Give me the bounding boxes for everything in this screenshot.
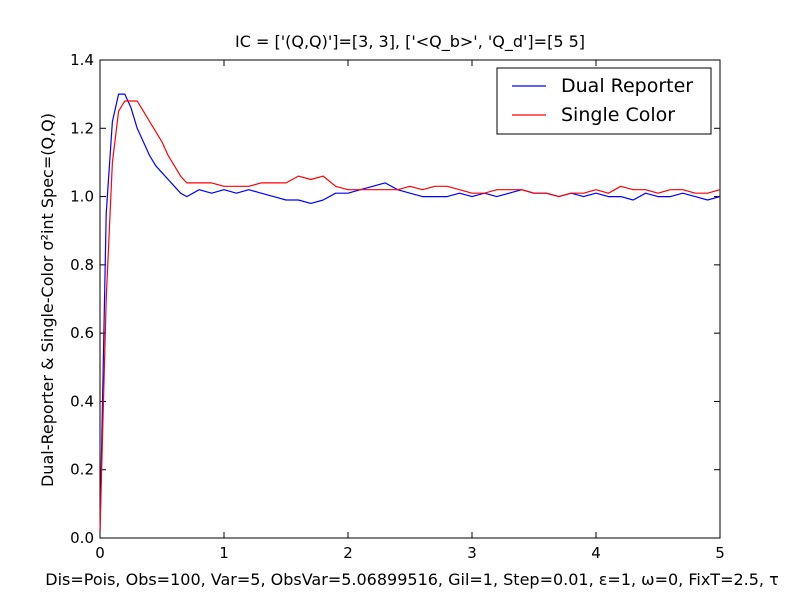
x-tick-label: 5 (715, 544, 725, 562)
chart-title: IC = ['(Q,Q)']=[3, 3], ['<Q_b>', 'Q_d']=… (235, 32, 585, 52)
y-tick-label: 0.2 (70, 461, 94, 479)
x-tick-label: 3 (467, 544, 477, 562)
series-line-dual-reporter (99, 93, 721, 532)
x-tick-label: 1 (219, 544, 229, 562)
y-axis-label: Dual-Reporter & Single-Color σ²int Spec=… (38, 113, 57, 487)
legend-label-dual-reporter: Dual Reporter (561, 75, 693, 97)
x-tick-label: 4 (591, 544, 601, 562)
y-tick-label: 0.0 (70, 529, 94, 547)
y-tick-label: 0.8 (70, 256, 94, 274)
y-tick-label: 0.4 (70, 392, 94, 410)
x-tick-label: 2 (343, 544, 353, 562)
legend-box (496, 67, 712, 135)
y-tick-label: 1.2 (70, 119, 94, 137)
plot-frame (99, 59, 721, 539)
y-tick-label: 1.0 (70, 188, 94, 206)
legend-label-single-color: Single Color (561, 104, 675, 126)
series-line-single-color (99, 100, 721, 532)
legend: Dual Reporter Single Color (496, 67, 712, 135)
x-tick-label: 0 (95, 544, 105, 562)
y-tick-label: 0.6 (70, 324, 94, 342)
y-tick-label: 1.4 (70, 51, 94, 69)
series-lines (99, 93, 721, 532)
x-axis-label: Dis=Pois, Obs=100, Var=5, ObsVar=5.06899… (45, 570, 778, 589)
axis-ticks: 0 1 2 3 4 5 0.0 0.2 0.4 0.6 0.8 1.0 1.2 1.4 (70, 51, 725, 562)
